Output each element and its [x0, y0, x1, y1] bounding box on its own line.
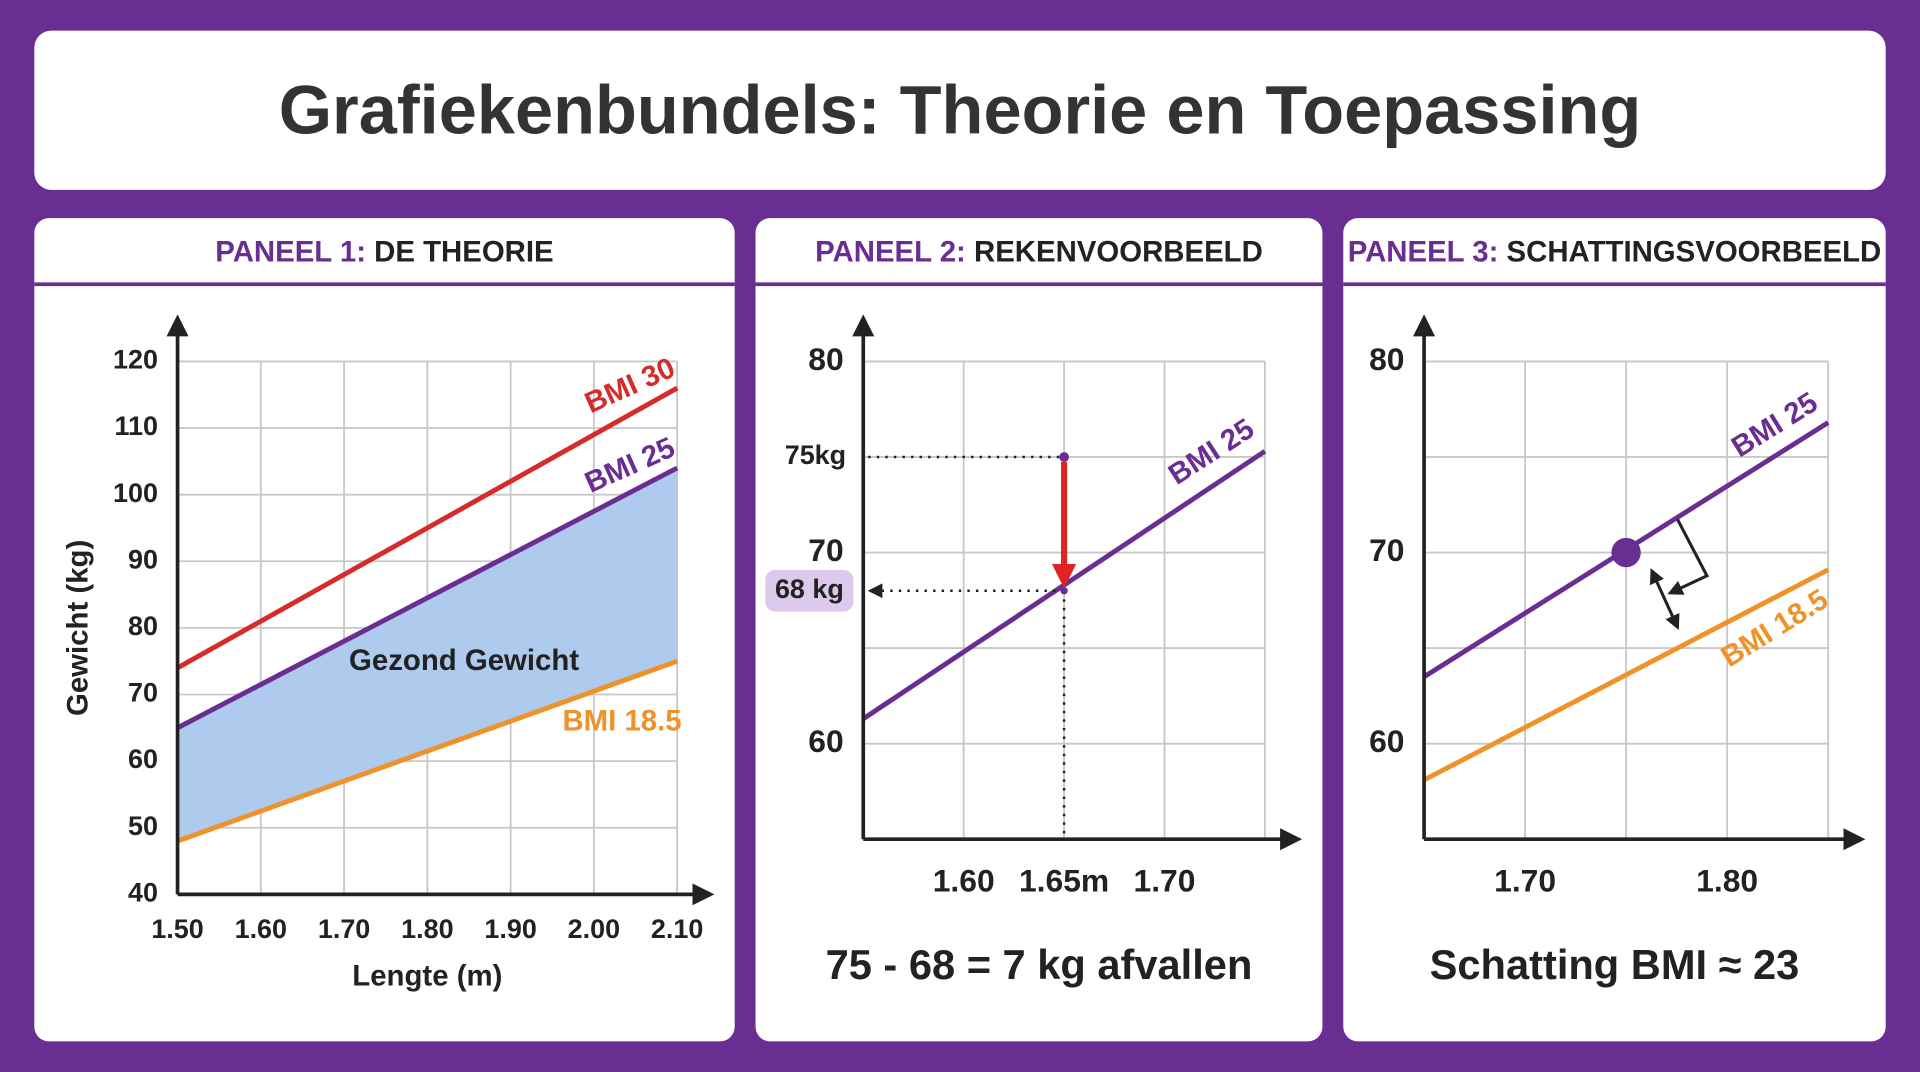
series-line: [1422, 567, 1830, 783]
y-tick-label: 120: [113, 345, 158, 375]
panel-label: PANEEL 2:: [815, 235, 966, 268]
panel-label: PANEEL 1:: [215, 235, 366, 268]
x-tick-label: 1.80: [401, 914, 453, 944]
caption: Schatting BMI ≈ 23: [1430, 941, 1800, 988]
series-line: [176, 658, 678, 844]
page-title: Grafiekenbundels: Theorie en Toepassing: [279, 71, 1642, 148]
panel-title: REKENVOORBEELD: [974, 235, 1263, 268]
x-tick-label: 1.60: [235, 914, 287, 944]
x-tick-label: 2.00: [568, 914, 620, 944]
label-pill: [765, 569, 854, 612]
panel: [1343, 218, 1886, 1042]
x-tick-label: 1.70: [318, 914, 370, 944]
y-tick-label: 50: [128, 811, 158, 841]
panel-header: PANEEL 3: SCHATTINGSVOORBEELD: [1348, 235, 1882, 268]
x-tick-label: 1.90: [484, 914, 536, 944]
band-label: Gezond Gewicht: [349, 644, 579, 677]
x-tick-label: 1.80: [1696, 863, 1758, 899]
panel-header: PANEEL 1: DE THEORIE: [215, 235, 553, 268]
x-tick-label: 1.65m: [1019, 863, 1109, 899]
y-tick-label: 100: [113, 478, 158, 508]
x-tick-label: 1.60: [933, 863, 995, 899]
y-tick-label: 110: [115, 411, 158, 441]
point-label: 68 kg: [775, 574, 844, 604]
panel-title: DE THEORIE: [374, 235, 553, 268]
panel-header: PANEEL 2: REKENVOORBEELD: [815, 235, 1263, 268]
caption: 75 - 68 = 7 kg afvallen: [826, 941, 1253, 988]
y-tick-label: 80: [1369, 341, 1404, 377]
y-tick-label: 60: [128, 744, 158, 774]
x-tick-label: 1.70: [1134, 863, 1196, 899]
x-tick-label: 1.70: [1494, 863, 1556, 899]
y-axis-label: Gewicht (kg): [61, 540, 94, 716]
x-tick-label: 1.50: [151, 914, 203, 944]
y-tick-label: 60: [1369, 723, 1404, 759]
y-tick-label: 80: [808, 341, 843, 377]
title-card: [34, 30, 1886, 190]
point-label: 75kg: [785, 440, 846, 470]
distance-arrow: [1649, 568, 1680, 631]
start-point: [1059, 452, 1069, 462]
healthy-band: [177, 468, 678, 842]
series-label: BMI 18.5: [562, 705, 681, 738]
y-tick-label: 80: [128, 611, 158, 641]
series-line: [176, 385, 679, 670]
panel: [755, 218, 1323, 1042]
estimate-point: [1611, 537, 1641, 568]
target-point: [1060, 587, 1068, 595]
y-tick-label: 40: [128, 877, 158, 907]
panel-title: SCHATTINGSVOORBEELD: [1507, 235, 1882, 268]
x-axis-label: Lengte (m): [352, 959, 502, 992]
y-tick-label: 70: [808, 532, 843, 568]
y-tick-label: 70: [1369, 532, 1404, 568]
series-line: [176, 465, 679, 730]
panel-label: PANEEL 3:: [1348, 235, 1499, 268]
y-tick-label: 60: [808, 723, 843, 759]
y-tick-label: 90: [128, 544, 158, 574]
x-tick-label: 2.10: [651, 914, 703, 944]
perpendicular-arrow: [1667, 518, 1710, 595]
y-tick-label: 70: [128, 678, 158, 708]
